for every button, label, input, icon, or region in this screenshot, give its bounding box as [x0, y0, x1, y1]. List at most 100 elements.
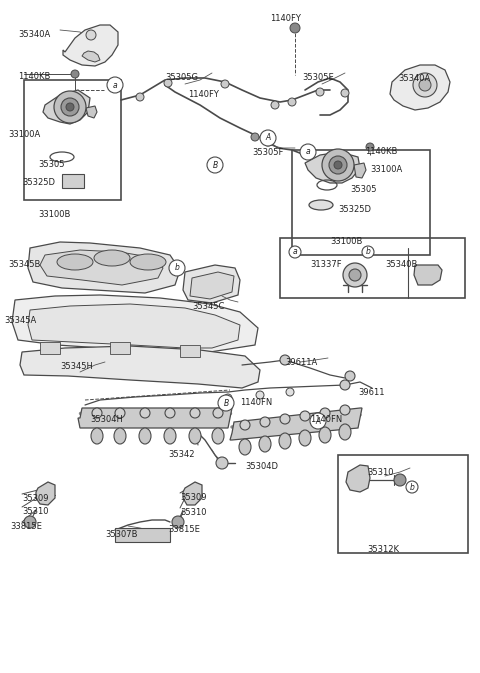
Circle shape	[289, 246, 301, 258]
Text: 31337F: 31337F	[310, 260, 342, 269]
Polygon shape	[390, 65, 450, 110]
Polygon shape	[86, 106, 97, 118]
Circle shape	[290, 23, 300, 33]
Circle shape	[136, 93, 144, 101]
Circle shape	[224, 394, 232, 402]
Circle shape	[334, 161, 342, 169]
Ellipse shape	[259, 436, 271, 452]
Circle shape	[320, 408, 330, 418]
Text: 35310: 35310	[367, 468, 394, 477]
Ellipse shape	[130, 254, 166, 270]
Ellipse shape	[339, 424, 351, 440]
Polygon shape	[28, 242, 180, 293]
Polygon shape	[12, 295, 258, 352]
Circle shape	[406, 481, 418, 493]
Circle shape	[115, 408, 125, 418]
Polygon shape	[82, 51, 100, 62]
Circle shape	[310, 413, 326, 429]
Polygon shape	[414, 265, 442, 285]
Circle shape	[349, 269, 361, 281]
Text: 1140FY: 1140FY	[270, 14, 301, 23]
Circle shape	[218, 395, 234, 411]
Polygon shape	[354, 163, 366, 178]
Text: B: B	[223, 398, 228, 407]
Ellipse shape	[139, 428, 151, 444]
Text: 39611A: 39611A	[285, 358, 317, 367]
Text: A: A	[315, 417, 321, 425]
Circle shape	[362, 246, 374, 258]
Polygon shape	[305, 152, 360, 183]
Text: 33100A: 33100A	[370, 165, 402, 174]
Circle shape	[419, 79, 431, 91]
Text: a: a	[306, 147, 310, 157]
Polygon shape	[183, 482, 202, 505]
Polygon shape	[180, 345, 200, 357]
Text: 35312K: 35312K	[367, 545, 399, 554]
Text: b: b	[409, 483, 414, 491]
Text: 35340B: 35340B	[385, 260, 418, 269]
Polygon shape	[110, 342, 130, 354]
Polygon shape	[346, 465, 370, 492]
Text: 1140FY: 1140FY	[188, 90, 219, 99]
Text: b: b	[366, 248, 371, 256]
Text: a: a	[113, 81, 117, 90]
Text: 1140FN: 1140FN	[310, 415, 342, 424]
Circle shape	[164, 79, 172, 87]
Circle shape	[207, 157, 223, 173]
Circle shape	[240, 420, 250, 430]
Circle shape	[343, 263, 367, 287]
Circle shape	[322, 149, 354, 181]
Text: 35342: 35342	[168, 450, 194, 459]
Circle shape	[300, 144, 316, 160]
Circle shape	[61, 98, 79, 116]
Bar	[292, 150, 430, 255]
Polygon shape	[183, 265, 240, 303]
Circle shape	[329, 156, 347, 174]
Text: 35310: 35310	[22, 507, 48, 516]
Circle shape	[165, 408, 175, 418]
Text: 1140KB: 1140KB	[365, 147, 397, 156]
Circle shape	[260, 417, 270, 427]
Polygon shape	[40, 342, 60, 354]
Polygon shape	[63, 25, 118, 66]
Circle shape	[213, 408, 223, 418]
Circle shape	[140, 408, 150, 418]
Text: 35305E: 35305E	[302, 73, 334, 82]
Text: 35310: 35310	[180, 508, 206, 517]
Bar	[280, 238, 465, 298]
Circle shape	[280, 355, 290, 365]
Ellipse shape	[94, 250, 130, 266]
Circle shape	[251, 133, 259, 141]
Text: 35309: 35309	[180, 493, 206, 502]
Circle shape	[221, 80, 229, 88]
Text: 35305G: 35305G	[165, 73, 198, 82]
Polygon shape	[78, 408, 232, 428]
Text: 35325D: 35325D	[338, 205, 371, 214]
Circle shape	[280, 414, 290, 424]
Ellipse shape	[189, 428, 201, 444]
Ellipse shape	[279, 433, 291, 449]
Circle shape	[260, 130, 276, 146]
Circle shape	[71, 70, 79, 78]
Text: 33100A: 33100A	[8, 130, 40, 139]
Polygon shape	[20, 346, 260, 388]
Circle shape	[216, 457, 228, 469]
Text: 35305: 35305	[38, 160, 64, 169]
Bar	[338, 455, 468, 553]
Ellipse shape	[164, 428, 176, 444]
Circle shape	[316, 88, 324, 96]
Ellipse shape	[57, 254, 93, 270]
Circle shape	[394, 474, 406, 486]
Bar	[115, 528, 170, 542]
Circle shape	[300, 411, 310, 421]
Bar	[24, 80, 121, 200]
Text: 35307B: 35307B	[105, 530, 137, 539]
Ellipse shape	[309, 200, 333, 210]
Ellipse shape	[319, 427, 331, 443]
Text: 35304H: 35304H	[90, 415, 123, 424]
Text: a: a	[293, 248, 297, 256]
Ellipse shape	[114, 428, 126, 444]
Text: 35345A: 35345A	[4, 316, 36, 325]
Circle shape	[92, 408, 102, 418]
Text: 35340A: 35340A	[398, 74, 430, 83]
